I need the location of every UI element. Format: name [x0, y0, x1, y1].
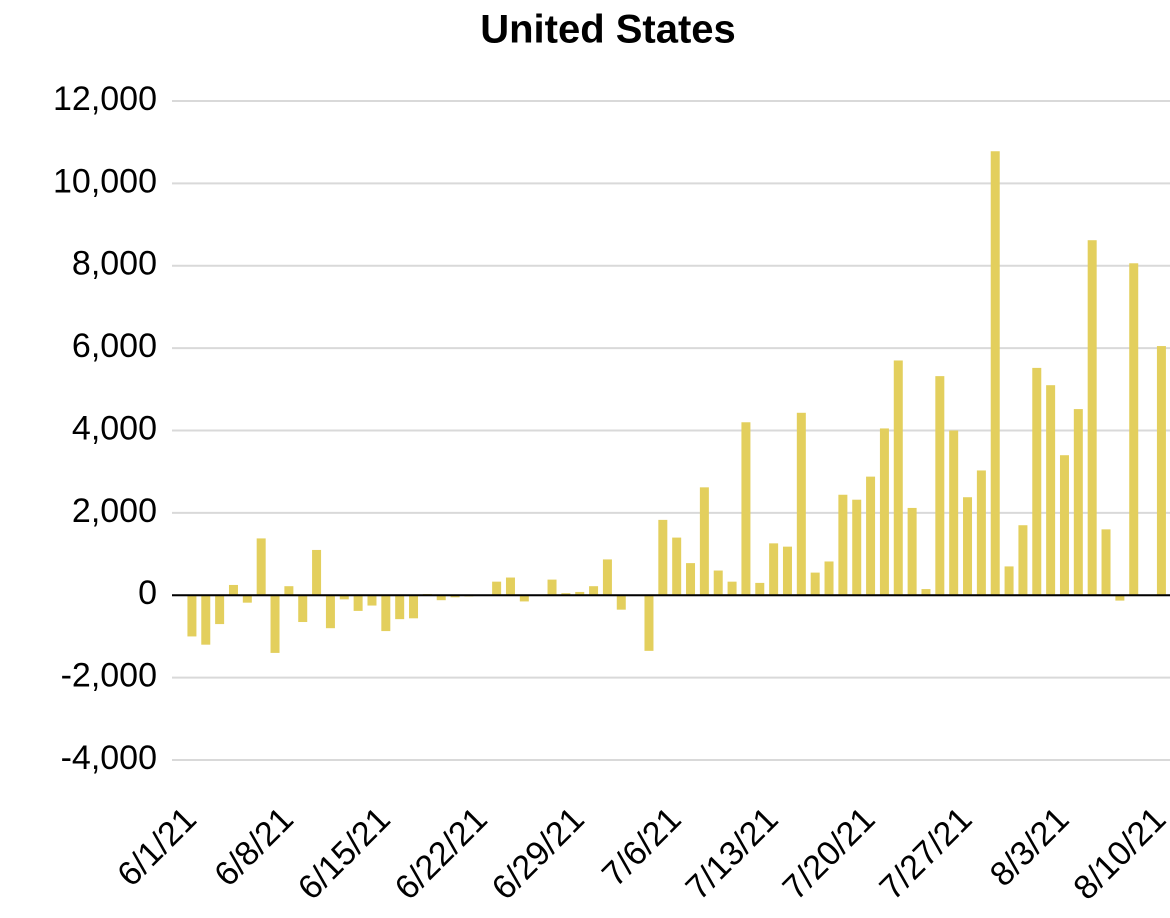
y-tick-label: 4,000 [72, 409, 157, 447]
bar [1018, 525, 1028, 596]
bar [409, 595, 419, 619]
x-tick-label: 7/6/21 [595, 800, 689, 894]
bar [256, 538, 266, 596]
bar [824, 561, 834, 596]
bar [367, 595, 377, 606]
bar [575, 591, 585, 596]
bar [561, 593, 571, 596]
bar [1101, 529, 1111, 596]
x-tick-label: 8/10/21 [1066, 800, 1170, 907]
bar [838, 494, 848, 596]
bar [1156, 346, 1166, 596]
bar [963, 497, 973, 596]
bar [713, 570, 723, 596]
bar [741, 422, 751, 596]
bar [492, 581, 502, 596]
bar [187, 595, 197, 637]
bar [935, 376, 945, 596]
bar [852, 499, 862, 596]
y-tick-label: -2,000 [61, 657, 157, 695]
y-tick-label: -4,000 [61, 739, 157, 777]
bar [1032, 367, 1042, 596]
bar [990, 151, 1000, 596]
bar [976, 470, 986, 596]
bar [949, 430, 959, 596]
bar [879, 428, 889, 596]
bar [353, 595, 363, 611]
bar [1046, 385, 1056, 596]
bar [519, 595, 529, 602]
bar [298, 595, 308, 623]
bar [325, 595, 335, 629]
bar [1129, 263, 1139, 596]
y-tick-label: 10,000 [53, 162, 157, 200]
y-tick-label: 2,000 [72, 492, 157, 530]
bar [755, 582, 765, 596]
x-tick-label: 6/8/21 [207, 800, 301, 894]
bar [1059, 455, 1069, 596]
bar [228, 584, 238, 596]
y-tick-label: 8,000 [72, 245, 157, 283]
bar [616, 595, 626, 610]
bar [893, 360, 903, 596]
bar [339, 595, 349, 600]
bar [921, 589, 931, 596]
bar [644, 595, 654, 651]
bar [1004, 566, 1014, 596]
bar [866, 476, 876, 596]
bar [270, 595, 280, 653]
x-tick-label: 7/27/21 [872, 800, 979, 907]
bar [381, 595, 391, 632]
bar [1115, 595, 1125, 601]
y-tick-label: 6,000 [72, 327, 157, 365]
x-tick-label: 6/1/21 [110, 800, 204, 894]
bar [395, 595, 405, 620]
bar [672, 537, 682, 596]
bar [782, 546, 792, 596]
bar [796, 412, 806, 596]
bar [1087, 240, 1097, 596]
bar [215, 595, 225, 625]
bar [769, 543, 779, 596]
bar [810, 572, 820, 596]
bar [907, 507, 917, 596]
bar [547, 579, 557, 596]
bar [727, 581, 737, 596]
x-tick-label: 7/13/21 [679, 800, 786, 907]
y-tick-label: 0 [138, 574, 157, 612]
x-tick-label: 7/20/21 [775, 800, 882, 907]
x-tick-label: 6/22/21 [388, 800, 495, 907]
bar [505, 577, 515, 596]
bar [658, 519, 668, 596]
y-tick-label: 12,000 [53, 80, 157, 118]
x-tick-label: 6/15/21 [291, 800, 398, 907]
bar [1073, 409, 1083, 596]
bar [201, 595, 211, 645]
bar [312, 549, 322, 596]
bar [284, 586, 294, 596]
bar [242, 595, 252, 603]
bar [450, 595, 460, 598]
x-tick-label: 6/29/21 [485, 800, 592, 907]
bar [589, 586, 599, 596]
x-tick-label: 8/3/21 [983, 800, 1077, 894]
chart-title: United States [480, 8, 736, 52]
bar [699, 487, 709, 596]
bar [602, 559, 612, 596]
bar [436, 595, 446, 601]
bar [686, 563, 696, 596]
